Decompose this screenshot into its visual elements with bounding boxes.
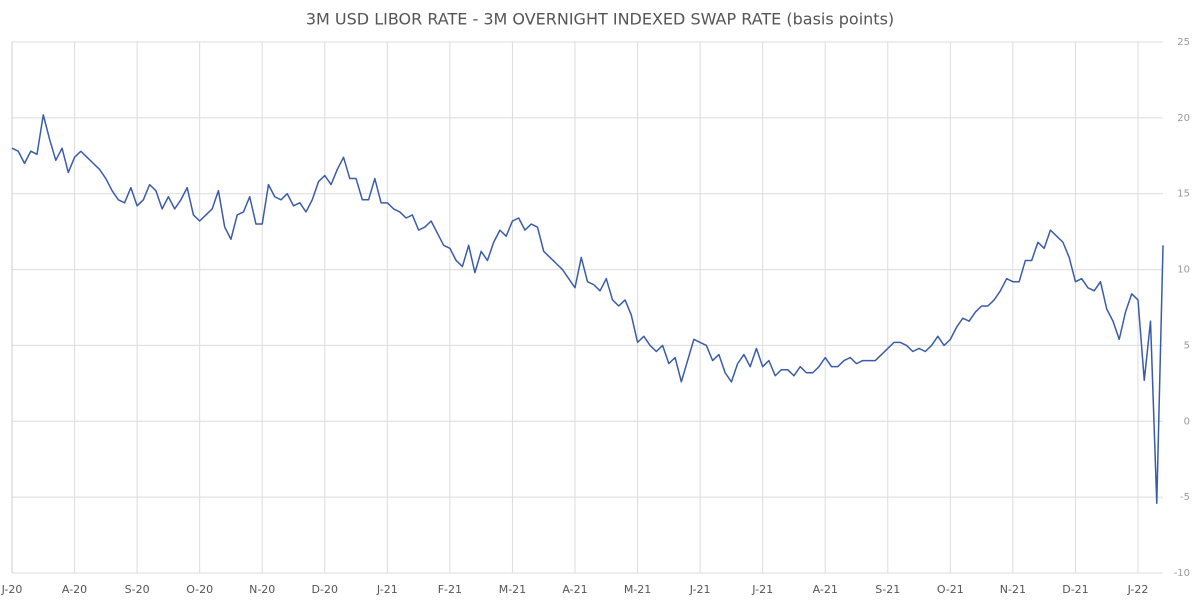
chart-title: 3M USD LIBOR RATE - 3M OVERNIGHT INDEXED… — [306, 10, 894, 29]
x-tick-label: O-20 — [186, 583, 213, 596]
x-tick-label: J-21 — [689, 583, 711, 596]
x-tick-label: S-21 — [875, 583, 900, 596]
x-tick-label: A-21 — [562, 583, 587, 596]
y-tick-label: -5 — [1180, 492, 1190, 503]
x-tick-label: M-21 — [624, 583, 651, 596]
y-tick-label: 15 — [1177, 189, 1190, 200]
x-tick-label: J-22 — [1127, 583, 1149, 596]
x-tick-label: J-21 — [376, 583, 398, 596]
x-tick-label: J-21 — [751, 583, 773, 596]
x-tick-label: D-21 — [1062, 583, 1088, 596]
x-tick-label: F-21 — [438, 583, 462, 596]
x-tick-label: M-21 — [499, 583, 526, 596]
x-tick-label: J-20 — [1, 583, 23, 596]
x-tick-label: A-20 — [62, 583, 87, 596]
y-tick-label: 0 — [1184, 416, 1190, 427]
y-tick-label: -10 — [1174, 568, 1190, 579]
data-line — [11, 114, 1164, 504]
y-tick-label: 20 — [1177, 113, 1190, 124]
y-tick-label: 10 — [1177, 265, 1190, 276]
x-tick-label: A-21 — [813, 583, 838, 596]
y-tick-label: 5 — [1184, 340, 1190, 351]
x-tick-label: S-20 — [125, 583, 150, 596]
y-tick-label: 25 — [1177, 37, 1190, 48]
x-tick-label: N-20 — [249, 583, 275, 596]
x-tick-label: D-20 — [312, 583, 338, 596]
x-tick-label: O-21 — [937, 583, 964, 596]
x-tick-label: N-21 — [1000, 583, 1026, 596]
